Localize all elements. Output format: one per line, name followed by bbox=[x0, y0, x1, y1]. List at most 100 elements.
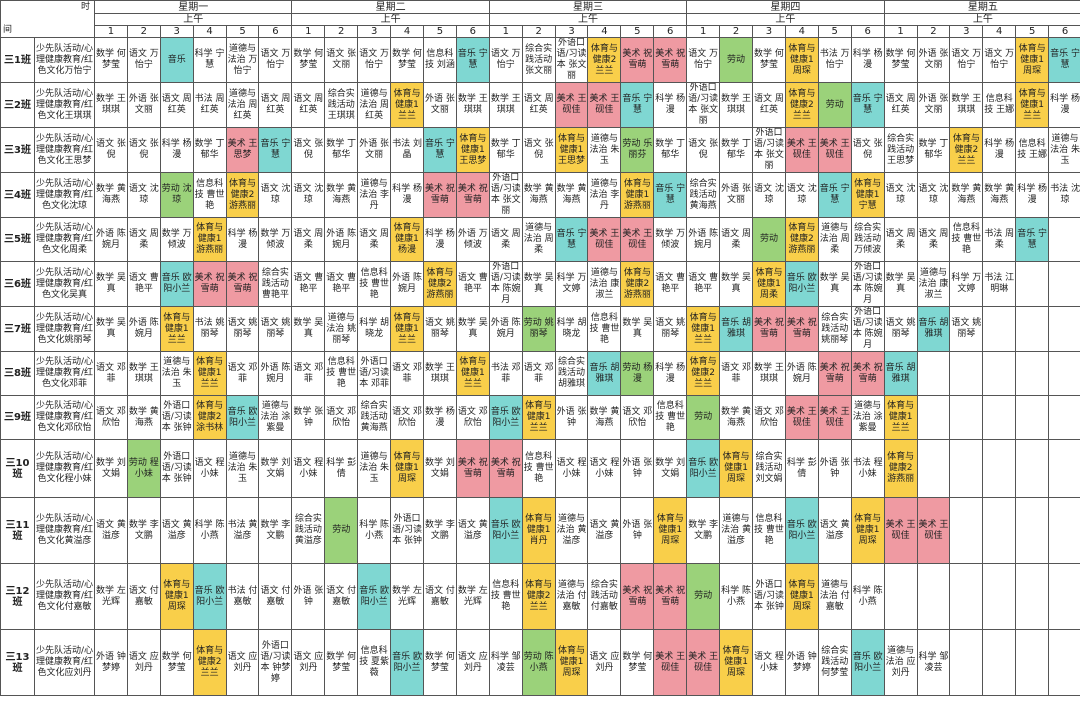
lesson-cell: 信息科技 曹世艳 bbox=[192, 172, 227, 218]
lesson-cell: 体育与健康1 兰兰 bbox=[390, 82, 424, 128]
lesson-cell: 综合实践活动 王琪琪 bbox=[324, 82, 359, 128]
lesson-cell: 数学 何梦莹 bbox=[752, 37, 786, 83]
lesson-cell: 体育与健康1 兰兰 bbox=[883, 395, 918, 440]
lesson-cell: 信息科技 曹世艳 bbox=[324, 351, 359, 396]
period-number: 5 bbox=[422, 25, 457, 38]
lesson-cell bbox=[982, 563, 1017, 630]
lesson-cell bbox=[1015, 306, 1050, 352]
class-name: 三11班 bbox=[0, 497, 35, 564]
lesson-cell: 语文 邓菲 bbox=[390, 351, 424, 396]
lesson-cell: 语文 沈琼 bbox=[883, 172, 918, 218]
lesson-cell: 体育与健康2 游燕丽 bbox=[784, 217, 819, 262]
lesson-cell: 外语口语/习读本 张钟 bbox=[390, 497, 424, 564]
lesson-cell: 数学 吴真 bbox=[291, 306, 326, 352]
lesson-cell: 外语口语/习读本 张钟 bbox=[159, 395, 194, 440]
lesson-cell: 体育与健康1 兰兰 bbox=[686, 306, 721, 352]
lesson-cell: 体育与健康1 兰兰 bbox=[192, 351, 227, 396]
period-number: 1 bbox=[291, 25, 326, 38]
lesson-cell: 音乐 宁慧 bbox=[653, 172, 688, 218]
corner-bottom-label: 间 bbox=[3, 25, 13, 35]
lesson-cell: 道德与法治 付嘉敏 bbox=[817, 563, 852, 630]
lesson-cell: 体育与健康2 兰兰 bbox=[686, 351, 721, 396]
lesson-cell: 美术 祝雪萌 bbox=[225, 261, 260, 307]
lesson-cell: 美术 祝雪萌 bbox=[455, 439, 490, 498]
lesson-cell: 外语 张钟 bbox=[554, 395, 589, 440]
lesson-cell: 数学 王琪琪 bbox=[719, 82, 753, 128]
lesson-cell: 科学 万文婷 bbox=[554, 261, 589, 307]
lesson-cell: 外语口语/习读本 邓菲 bbox=[357, 351, 392, 396]
lesson-cell: 语文 周柔 bbox=[126, 217, 161, 262]
period-number: 4 bbox=[982, 25, 1017, 38]
lesson-cell bbox=[982, 395, 1017, 440]
lesson-cell: 信息科技 曹世艳 bbox=[949, 217, 984, 262]
lesson-cell: 音乐 胡雅琪 bbox=[719, 306, 753, 352]
period-number: 2 bbox=[324, 25, 359, 38]
lesson-cell: 数学 左光辉 bbox=[94, 563, 128, 630]
lesson-cell: 语文 曹艳平 bbox=[324, 261, 359, 307]
lesson-cell bbox=[949, 395, 984, 440]
lesson-cell: 数学 何梦莹 bbox=[324, 629, 359, 696]
lesson-cell bbox=[916, 439, 951, 498]
lesson-cell: 道德与法治 涂紫曼 bbox=[850, 395, 885, 440]
lesson-cell: 语文 应刘丹 bbox=[587, 629, 622, 696]
lesson-cell: 语文 沈琼 bbox=[126, 172, 161, 218]
lesson-cell: 道德与法治 康淑兰 bbox=[587, 261, 622, 307]
lesson-cell: 美术 王砚佳 bbox=[587, 82, 622, 128]
lesson-cell: 语文 程小妹 bbox=[752, 629, 786, 696]
lesson-cell: 数学 何梦莹 bbox=[422, 629, 457, 696]
period-number: 5 bbox=[1015, 25, 1050, 38]
lesson-cell: 数学 吴真 bbox=[817, 261, 852, 307]
lesson-cell: 美术 祝雪萌 bbox=[192, 261, 227, 307]
lesson-cell: 数学 黄海燕 bbox=[554, 172, 589, 218]
lesson-cell: 书法 周柔 bbox=[982, 217, 1017, 262]
lesson-cell: 美术 王砚佳 bbox=[784, 127, 819, 173]
lesson-cell: 语文 付嘉敏 bbox=[258, 563, 293, 630]
class-row: 三7班 少先队活动/心理健康教育/红色文化姚丽琴 数学 吴真 外语 陈婉月 体育与健康1… bbox=[0, 306, 1080, 352]
class-name: 三6班 bbox=[0, 261, 35, 307]
lesson-cell: 美术 祝雪萌 bbox=[817, 351, 852, 396]
period-number: 4 bbox=[390, 25, 424, 38]
lesson-cell: 外语 张钟 bbox=[620, 439, 655, 498]
period-number: 3 bbox=[752, 25, 786, 38]
lesson-cell: 数学 黄海燕 bbox=[719, 395, 753, 440]
lesson-cell: 科学 杨漫 bbox=[159, 127, 194, 173]
lesson-cell: 音乐 欧阳小兰 bbox=[488, 497, 523, 564]
lesson-cell: 语文 张倪 bbox=[94, 127, 128, 173]
lesson-cell: 语文 周柔 bbox=[719, 217, 753, 262]
lesson-cell: 数学 李文鹏 bbox=[422, 497, 457, 564]
lesson-cell: 体育与健康2 游燕丽 bbox=[422, 261, 457, 307]
lesson-cell bbox=[949, 563, 984, 630]
lesson-cell: 美术 祝雪萌 bbox=[850, 351, 885, 396]
lesson-cell: 语文 张倪 bbox=[291, 127, 326, 173]
lesson-cell: 信息科技 曹世艳 bbox=[521, 439, 556, 498]
lesson-cell: 综合实践活动 曹艳平 bbox=[258, 261, 293, 307]
lesson-cell: 数学 丁郁华 bbox=[653, 127, 688, 173]
lesson-cell: 数学 刘文娟 bbox=[653, 439, 688, 498]
period-number: 1 bbox=[686, 25, 721, 38]
lesson-cell: 语文 邓菲 bbox=[719, 351, 753, 396]
lesson-cell: 数学 黄海燕 bbox=[94, 172, 128, 218]
lesson-cell: 体育与健康1 周琛 bbox=[653, 497, 688, 564]
lesson-cell: 数学 李文鹏 bbox=[126, 497, 161, 564]
lesson-cell: 信息科技 刘涵 bbox=[422, 37, 457, 83]
lesson-cell: 语文 曹艳平 bbox=[291, 261, 326, 307]
lesson-cell: 外语 陈婉月 bbox=[94, 217, 128, 262]
lesson-cell bbox=[982, 629, 1017, 696]
lesson-cell: 信息科技 曹世艳 bbox=[357, 261, 392, 307]
lesson-cell: 数学 王琪琪 bbox=[455, 82, 490, 128]
lesson-cell: 体育与健康1 周琛 bbox=[390, 439, 424, 498]
lesson-cell: 语文 曹艳平 bbox=[126, 261, 161, 307]
class-activity: 少先队活动/心理健康教育/红色文化付嘉敏 bbox=[34, 563, 95, 630]
lesson-cell: 语文 沈琼 bbox=[784, 172, 819, 218]
lesson-cell: 音乐 bbox=[159, 37, 194, 83]
lesson-cell: 劳动 bbox=[817, 82, 852, 128]
lesson-cell: 数学 王琪琪 bbox=[422, 351, 457, 396]
lesson-cell: 数学 丁郁华 bbox=[916, 127, 951, 173]
lesson-cell: 音乐 宁慧 bbox=[1015, 217, 1050, 262]
class-row: 三2班 少先队活动/心理健康教育/红色文化王琪琪 数学 王琪琪 外语 张文丽 语文 周红… bbox=[0, 82, 1080, 128]
lesson-cell: 数学 吴真 bbox=[620, 306, 655, 352]
lesson-cell: 科学 宁慧 bbox=[192, 37, 227, 83]
lesson-cell: 道德与法治 周柔 bbox=[817, 217, 852, 262]
lesson-cell: 体育与健康1 周琛 bbox=[719, 439, 753, 498]
lesson-cell: 语文 黄溢彦 bbox=[455, 497, 490, 564]
